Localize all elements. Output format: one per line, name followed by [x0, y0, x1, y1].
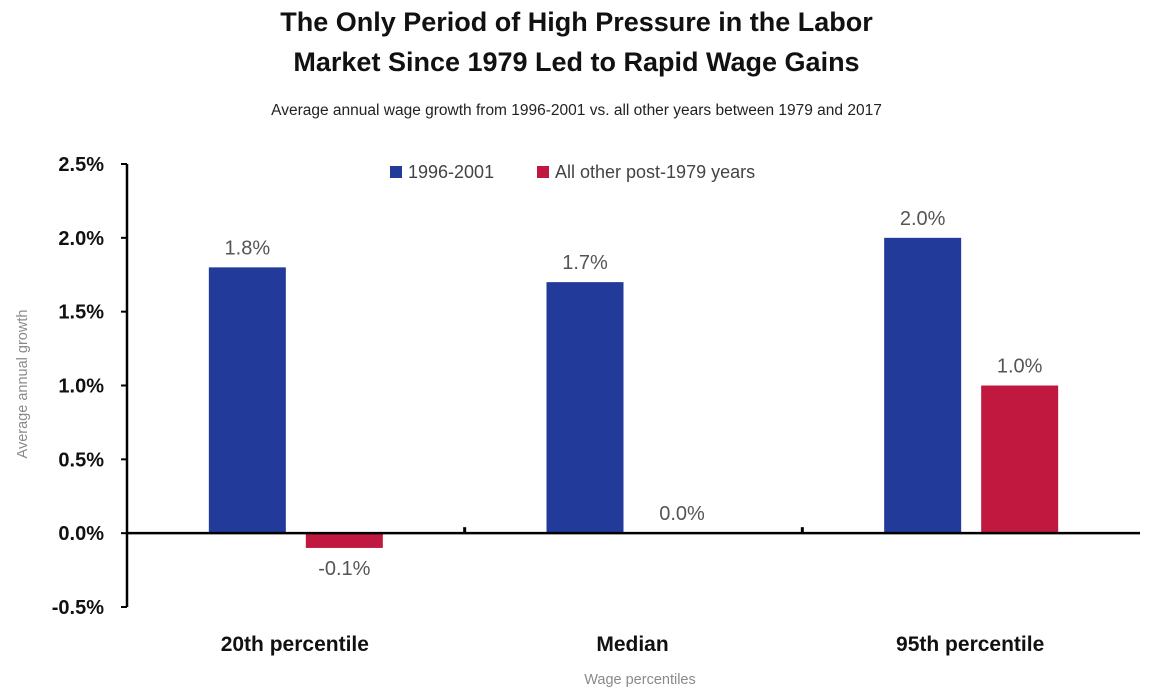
- data-label: 1.8%: [225, 237, 271, 259]
- legend: 1996-2001 All other post-1979 years: [390, 162, 755, 182]
- bars: [208, 237, 1059, 548]
- y-axis-title: Average annual growth: [15, 310, 31, 459]
- y-tick-label: 2.5%: [58, 154, 104, 176]
- data-label: -0.1%: [318, 558, 370, 580]
- x-tick-label: 20th percentile: [221, 633, 369, 656]
- y-tick-label: 1.0%: [58, 376, 104, 398]
- axes: [125, 164, 1140, 607]
- legend-label: All other post-1979 years: [555, 162, 755, 182]
- legend-label: 1996-2001: [408, 162, 494, 182]
- chart-title-line-2: Market Since 1979 Led to Rapid Wage Gain…: [293, 47, 860, 77]
- bar-series1: [884, 237, 962, 534]
- y-tick-label: 0.0%: [58, 523, 104, 545]
- chart-subtitle: Average annual wage growth from 1996-200…: [271, 102, 882, 119]
- y-tick-label: 1.5%: [58, 302, 104, 324]
- x-tick-label: 95th percentile: [896, 633, 1044, 656]
- legend-swatch: [537, 166, 549, 178]
- bar-series2: [305, 533, 383, 548]
- y-axis-ticks: -0.5% 0.0% 0.5% 1.0% 1.5% 2.0% 2.5%: [52, 154, 127, 619]
- bar-series1: [546, 282, 624, 534]
- data-label: 1.7%: [562, 252, 608, 274]
- y-tick-label: -0.5%: [52, 597, 104, 619]
- bar-series1: [208, 267, 286, 534]
- data-label: 2.0%: [900, 208, 946, 230]
- chart-title-line-1: The Only Period of High Pressure in the …: [280, 7, 873, 37]
- x-axis-title: Wage percentiles: [584, 672, 696, 688]
- bar-series2: [981, 385, 1059, 534]
- x-tick-label: Median: [596, 633, 668, 656]
- data-label: 1.0%: [997, 356, 1043, 378]
- x-axis-ticks: 20th percentile Median 95th percentile: [221, 633, 1045, 656]
- y-tick-label: 2.0%: [58, 228, 104, 250]
- y-tick-label: 0.5%: [58, 449, 104, 471]
- data-label: 0.0%: [659, 503, 705, 525]
- data-labels: 1.8% -0.1% 1.7% 0.0% 2.0% 1.0%: [225, 208, 1043, 580]
- legend-swatch: [390, 166, 402, 178]
